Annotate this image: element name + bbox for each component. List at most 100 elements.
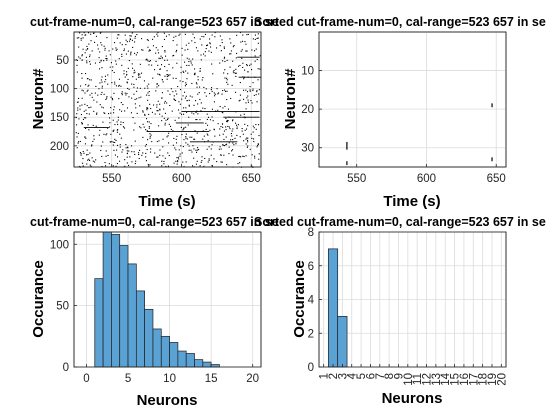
spike-point [81, 97, 83, 99]
x-tick-label: 550 [102, 173, 121, 185]
spike-point [113, 71, 115, 73]
spike-point [81, 123, 83, 125]
spike-point [236, 128, 238, 130]
x-tick-label: 8 [384, 373, 396, 379]
spike-point [146, 130, 148, 132]
spike-point [242, 133, 244, 135]
x-tick-label: 18 [478, 373, 490, 386]
spike-point [207, 161, 209, 163]
spike-point [85, 56, 87, 58]
spike-point [198, 92, 200, 94]
spike-point [126, 162, 128, 164]
spike-point [164, 75, 166, 77]
spike-point [91, 92, 93, 94]
spike-point [205, 128, 207, 130]
spike-point [231, 130, 233, 132]
spike-point [216, 88, 218, 90]
spike-point [184, 33, 186, 35]
spike-point [93, 135, 95, 137]
spike-point [224, 69, 226, 71]
spike-point [144, 87, 146, 89]
spike-point [123, 70, 125, 72]
spike-point [81, 54, 83, 56]
x-tick-label: 12 [422, 373, 434, 386]
spike-point [103, 112, 105, 114]
panel-raster: 550 600 650 50 100 150 200 cut-frame-num=0, ca… [30, 15, 279, 210]
spike-point [219, 134, 221, 136]
spike-point [147, 99, 149, 101]
spike-point [115, 85, 117, 87]
spike-point [190, 62, 192, 64]
spike-point [183, 71, 185, 73]
spike-point [81, 89, 83, 91]
spike-point [222, 107, 224, 109]
spike-point [86, 90, 88, 92]
spike-point [197, 113, 199, 115]
spike-point [211, 116, 213, 118]
spike-point [259, 55, 261, 57]
spike-point [173, 98, 175, 100]
spike-point [92, 124, 94, 126]
spike-point [157, 32, 159, 34]
spike-point [246, 50, 248, 52]
spike-point [203, 86, 205, 88]
spike-point [255, 48, 257, 50]
spike-point [118, 84, 120, 86]
spike-point [99, 129, 101, 131]
spike-point [207, 140, 209, 142]
y-tick-label: 30 [301, 143, 314, 155]
spike-point [195, 100, 197, 102]
spike-point [180, 66, 182, 68]
spike-point [133, 151, 135, 153]
spike-point [187, 48, 189, 50]
spike-point [200, 161, 202, 163]
spike-point [138, 76, 140, 78]
spike-point [179, 33, 181, 35]
spike-point [159, 108, 161, 110]
spike-point [145, 144, 147, 146]
y-tick-label: 50 [56, 301, 69, 313]
spike-point [157, 64, 159, 66]
spike-point [157, 49, 159, 51]
spike-point [153, 104, 155, 106]
spike-point [231, 150, 233, 152]
spike-point [225, 90, 227, 92]
spike-point [193, 113, 195, 115]
raster-ticks: 550 600 650 50 100 150 200 [50, 55, 261, 185]
x-tick-label: 550 [347, 173, 366, 185]
spike-point [142, 136, 144, 138]
spike-point [172, 130, 174, 132]
spike-point [76, 101, 78, 103]
spike-point [164, 112, 166, 114]
spike-point [79, 105, 81, 107]
spike-point [221, 93, 223, 95]
spike-point [182, 161, 184, 163]
spike-point [120, 102, 122, 104]
spike-point [101, 166, 103, 168]
histogram-bar [111, 234, 121, 368]
sorted-histogram-bar [328, 248, 339, 368]
spike-point [151, 111, 153, 113]
spike-point [201, 35, 203, 37]
spike-point [100, 145, 102, 147]
spike-point [161, 57, 163, 59]
spike-point [120, 137, 122, 139]
spike-point [104, 47, 106, 49]
spike-point [167, 135, 169, 137]
spike-point [81, 59, 83, 61]
spike-point [241, 130, 243, 132]
spike-point [179, 155, 181, 157]
spike-point [192, 165, 194, 167]
spike-point [127, 147, 129, 149]
spike-point [214, 36, 216, 38]
spike-point [175, 77, 177, 79]
spike-point [202, 138, 204, 140]
spike-point [224, 77, 226, 79]
spike-point [191, 82, 193, 84]
spike-point [121, 53, 123, 55]
spike-point [79, 32, 81, 34]
spike-point [192, 145, 194, 147]
spike-point [114, 154, 116, 156]
x-tick-label: 1 [319, 373, 331, 379]
